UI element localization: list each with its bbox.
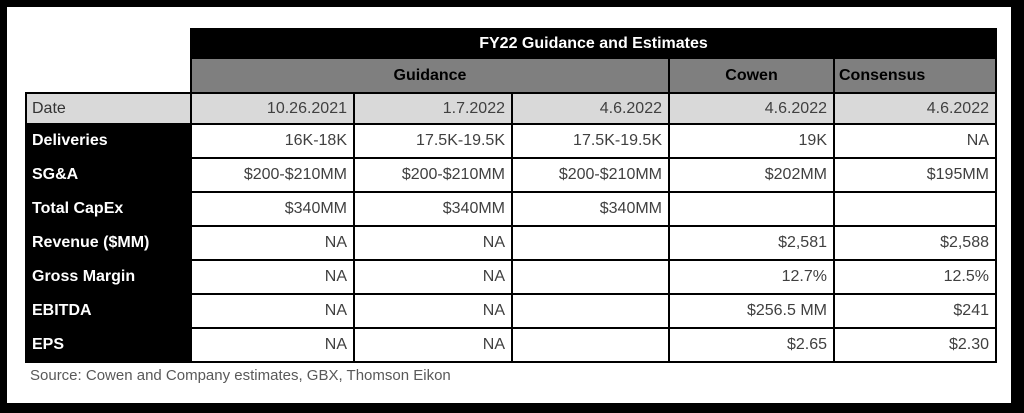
cell xyxy=(511,259,670,295)
cell: NA xyxy=(353,259,513,295)
group-header-row: Guidance Cowen Consensus xyxy=(26,57,997,94)
date-cell: 4.6.2022 xyxy=(668,92,835,125)
cell: NA xyxy=(190,327,355,363)
cell: $200-$210MM xyxy=(511,157,670,193)
date-cell: 4.6.2022 xyxy=(511,92,670,125)
cell xyxy=(511,225,670,261)
cell: $241 xyxy=(833,293,997,329)
row-label: Gross Margin xyxy=(25,259,192,295)
date-cell: 10.26.2021 xyxy=(190,92,355,125)
spacer-cell xyxy=(26,58,191,93)
row-label: Deliveries xyxy=(25,123,192,159)
table-row-sga: SG&A $200-$210MM $200-$210MM $200-$210MM… xyxy=(25,157,997,193)
cell: NA xyxy=(190,225,355,261)
row-label: EBITDA xyxy=(25,293,192,329)
page-canvas: FY22 Guidance and Estimates Guidance Cow… xyxy=(7,7,1011,403)
cell: $340MM xyxy=(511,191,670,227)
cell: $2,581 xyxy=(668,225,835,261)
table-row-deliveries: Deliveries 16K-18K 17.5K-19.5K 17.5K-19.… xyxy=(25,123,997,159)
row-label: Total CapEx xyxy=(25,191,192,227)
cell: $256.5 MM xyxy=(668,293,835,329)
table-row-ebitda: EBITDA NA NA $256.5 MM $241 xyxy=(25,293,997,329)
spacer-cell xyxy=(26,29,191,58)
cell: $340MM xyxy=(353,191,513,227)
table-row-eps: EPS NA NA $2.65 $2.30 xyxy=(25,327,997,363)
source-note: Source: Cowen and Company estimates, GBX… xyxy=(30,367,451,384)
group-header-cowen: Cowen xyxy=(668,57,835,94)
cell: $2.65 xyxy=(668,327,835,363)
group-header-consensus: Consensus xyxy=(833,57,997,94)
cell: $2,588 xyxy=(833,225,997,261)
row-label: SG&A xyxy=(25,157,192,193)
cell: 12.7% xyxy=(668,259,835,295)
cell xyxy=(668,191,835,227)
cell: $202MM xyxy=(668,157,835,193)
cell: $200-$210MM xyxy=(353,157,513,193)
cell xyxy=(833,191,997,227)
row-label-date: Date xyxy=(25,92,192,125)
cell: $2.30 xyxy=(833,327,997,363)
table-row-capex: Total CapEx $340MM $340MM $340MM xyxy=(25,191,997,227)
date-cell: 4.6.2022 xyxy=(833,92,997,125)
cell xyxy=(511,293,670,329)
cell: 17.5K-19.5K xyxy=(353,123,513,159)
table-title: FY22 Guidance and Estimates xyxy=(190,28,997,59)
date-row: Date 10.26.2021 1.7.2022 4.6.2022 4.6.20… xyxy=(25,92,997,125)
table-row-revenue: Revenue ($MM) NA NA $2,581 $2,588 xyxy=(25,225,997,261)
cell: NA xyxy=(353,327,513,363)
cell: NA xyxy=(190,259,355,295)
cell: NA xyxy=(353,225,513,261)
cell: NA xyxy=(353,293,513,329)
cell: NA xyxy=(190,293,355,329)
table-row-gross-margin: Gross Margin NA NA 12.7% 12.5% xyxy=(25,259,997,295)
cell: 17.5K-19.5K xyxy=(511,123,670,159)
row-label: EPS xyxy=(25,327,192,363)
cell: 19K xyxy=(668,123,835,159)
cell: 16K-18K xyxy=(190,123,355,159)
row-label: Revenue ($MM) xyxy=(25,225,192,261)
group-header-guidance: Guidance xyxy=(190,57,670,94)
date-cell: 1.7.2022 xyxy=(353,92,513,125)
cell xyxy=(511,327,670,363)
cell: $200-$210MM xyxy=(190,157,355,193)
cell: NA xyxy=(833,123,997,159)
estimates-table: FY22 Guidance and Estimates Guidance Cow… xyxy=(25,28,997,363)
title-row: FY22 Guidance and Estimates xyxy=(26,28,997,59)
cell: $340MM xyxy=(190,191,355,227)
cell: 12.5% xyxy=(833,259,997,295)
cell: $195MM xyxy=(833,157,997,193)
